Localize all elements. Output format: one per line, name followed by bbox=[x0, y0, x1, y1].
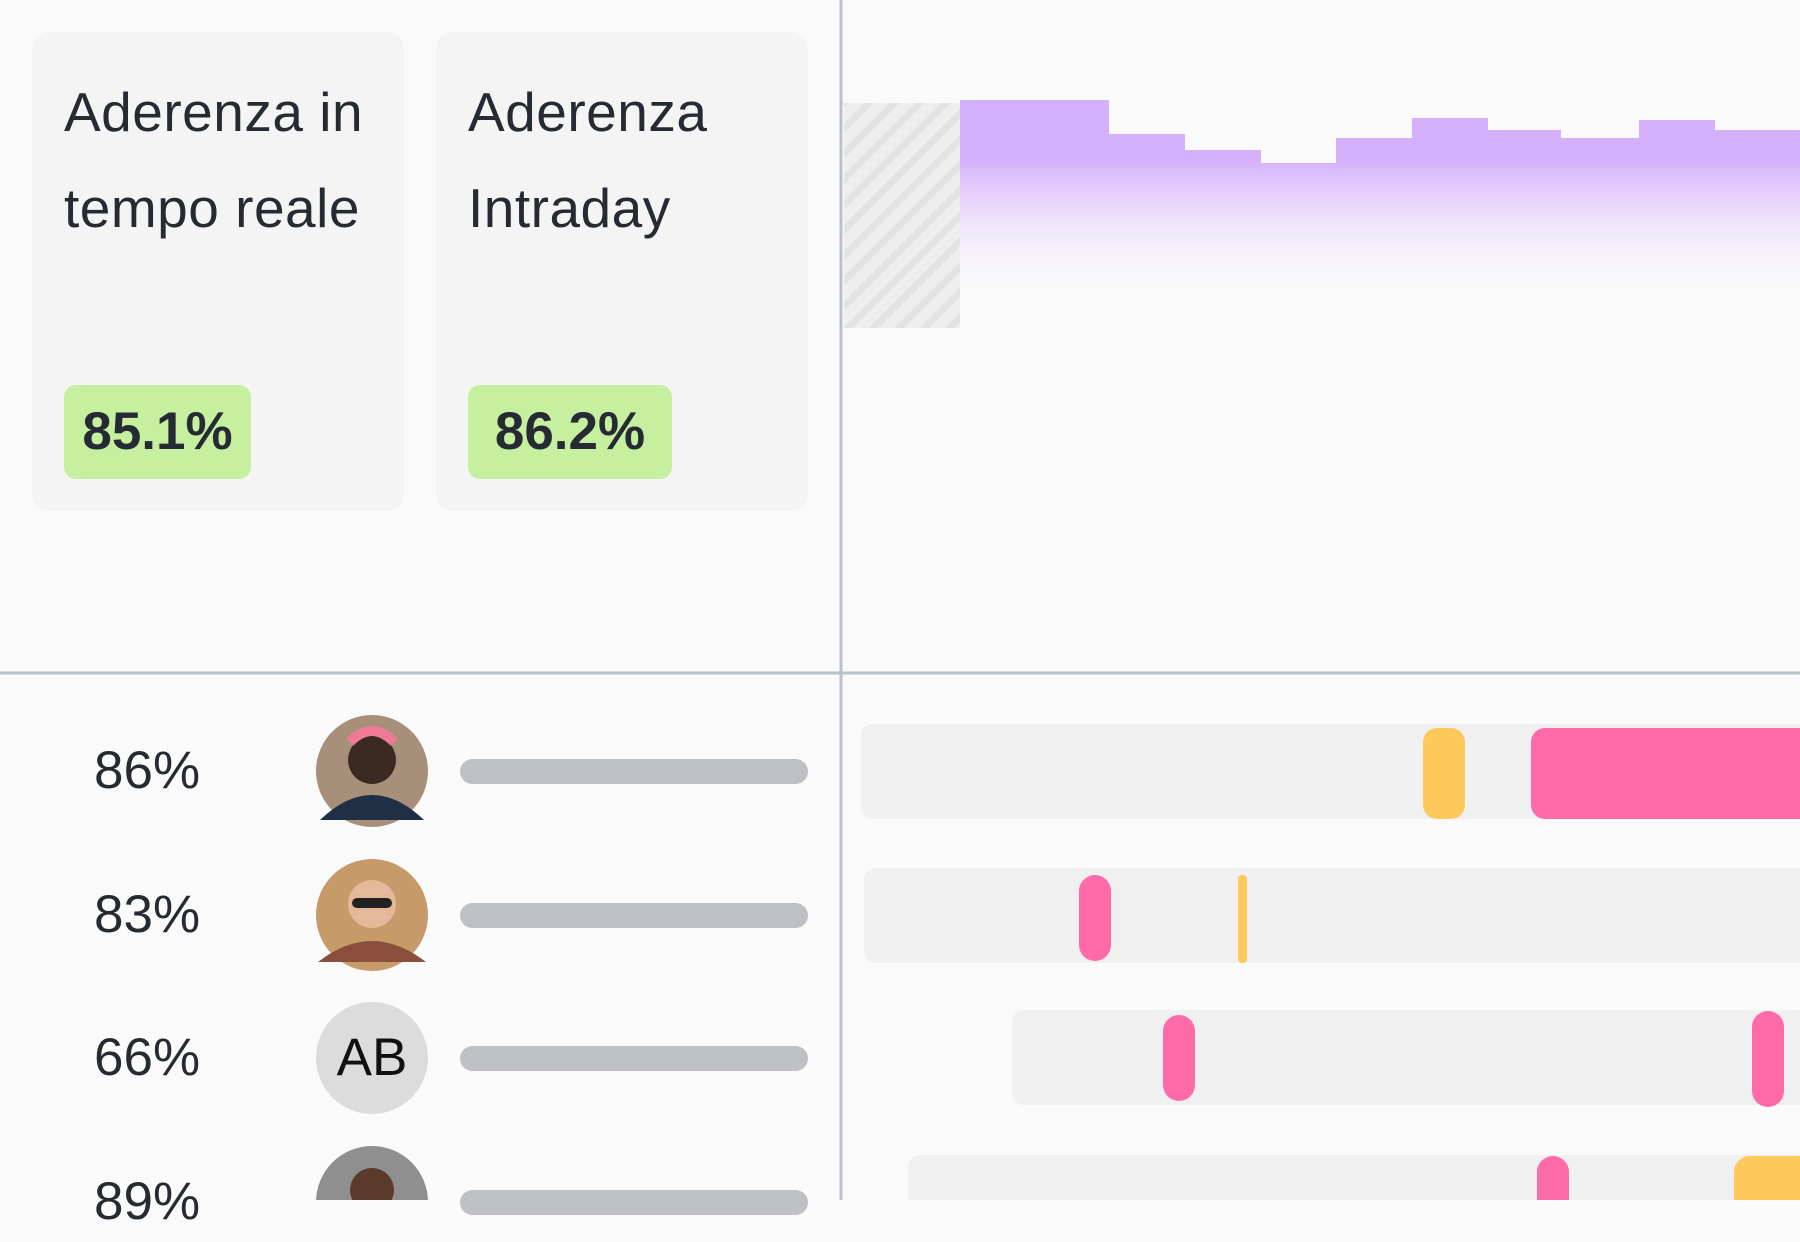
name-placeholder bbox=[460, 759, 808, 784]
segment bbox=[1531, 728, 1800, 819]
segment bbox=[1734, 1156, 1800, 1200]
avatar bbox=[316, 1002, 428, 1114]
agent-score: 83% bbox=[94, 885, 201, 944]
segment bbox=[1537, 1156, 1569, 1200]
segment bbox=[1238, 875, 1247, 963]
card-title: Aderenza in tempo reale bbox=[64, 81, 364, 239]
canvas bbox=[0, 0, 1800, 1200]
card-value: 86.2% bbox=[468, 385, 672, 479]
avatar bbox=[316, 859, 428, 971]
card-value: 85.1% bbox=[64, 385, 251, 479]
avatar-initials: AB bbox=[336, 1028, 408, 1087]
segment bbox=[1752, 1011, 1784, 1107]
name-placeholder bbox=[460, 903, 808, 928]
adherence-area bbox=[960, 100, 1800, 300]
name-placeholder bbox=[460, 1046, 808, 1071]
avatar bbox=[316, 1146, 428, 1200]
timeline bbox=[864, 868, 1800, 963]
agent-score: 89% bbox=[94, 1172, 201, 1231]
name-placeholder bbox=[460, 1190, 808, 1215]
segment bbox=[1423, 728, 1465, 819]
agent-score: 86% bbox=[94, 741, 201, 800]
segment bbox=[1163, 1015, 1195, 1101]
timeline bbox=[908, 1155, 1800, 1200]
agent-score: 66% bbox=[94, 1028, 201, 1087]
unavailable-area bbox=[844, 103, 960, 328]
segment bbox=[1079, 875, 1111, 961]
avatar bbox=[316, 715, 428, 827]
timeline bbox=[1012, 1010, 1800, 1105]
card-title: Aderenza Intraday bbox=[468, 81, 708, 239]
